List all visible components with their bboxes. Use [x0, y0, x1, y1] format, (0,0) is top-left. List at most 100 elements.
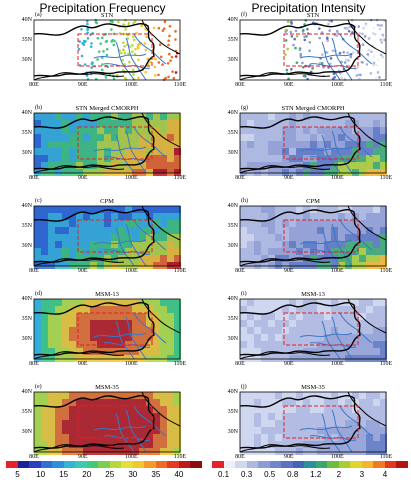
field-cell	[310, 234, 317, 241]
lat-tick-label: 40N	[227, 110, 238, 116]
field-cell	[380, 299, 387, 306]
colorbar-segment	[155, 461, 168, 468]
field-cell	[167, 448, 174, 455]
field-cell	[240, 241, 247, 248]
field-cell	[153, 327, 160, 334]
field-cell	[254, 306, 261, 313]
field-cell	[359, 313, 366, 320]
field-cell	[317, 206, 324, 213]
field-cell	[83, 169, 90, 176]
field-cell	[352, 227, 359, 234]
field-cell	[275, 155, 282, 162]
station-point	[162, 27, 166, 31]
field-cell	[34, 248, 41, 255]
field-cell	[111, 327, 118, 334]
field-cell	[380, 441, 387, 448]
station-point	[372, 26, 376, 30]
field-cell	[125, 420, 132, 427]
station-point	[298, 48, 302, 52]
field-cell	[240, 113, 247, 120]
field-cell	[345, 220, 352, 227]
field-cell	[373, 441, 380, 448]
map-canvas	[33, 18, 181, 81]
field-cell	[317, 141, 324, 148]
panel-title: STN Merged CMORPH	[281, 105, 345, 112]
station-point	[121, 58, 124, 62]
station-point	[308, 49, 311, 53]
station-point	[124, 28, 128, 31]
station-point	[168, 34, 171, 38]
field-cell	[289, 213, 296, 220]
station-point	[140, 24, 143, 28]
field-cell	[345, 327, 352, 334]
field-cell	[359, 234, 366, 241]
field-cell	[104, 213, 111, 220]
field-cell	[48, 148, 55, 155]
field-cell	[254, 120, 261, 127]
field-cell	[268, 334, 275, 341]
field-cell	[268, 406, 275, 413]
field-cell	[90, 327, 97, 334]
field-cell	[174, 227, 181, 234]
field-cell	[373, 141, 380, 148]
field-cell	[268, 148, 275, 155]
field-cell	[345, 448, 352, 455]
southern-boundary	[33, 351, 125, 360]
river-line	[339, 219, 373, 251]
station-point	[82, 39, 86, 43]
field-cell	[338, 441, 345, 448]
field-cell	[48, 262, 55, 269]
field-cell	[373, 434, 380, 441]
field-cell	[153, 113, 160, 120]
field-cell	[139, 127, 146, 134]
field-cell	[310, 227, 317, 234]
field-cell	[247, 134, 254, 141]
field-cell	[261, 120, 268, 127]
field-cell	[34, 127, 41, 134]
field-cell	[125, 169, 132, 176]
field-cell	[34, 427, 41, 434]
field-cell	[118, 299, 125, 306]
station-point	[132, 73, 135, 76]
field-cell	[373, 169, 380, 176]
colorbar-segment	[384, 461, 397, 468]
field-cell	[240, 392, 247, 399]
field-cell	[41, 206, 48, 213]
station-point	[359, 73, 362, 77]
field-cell	[76, 120, 83, 127]
field-cell	[247, 206, 254, 213]
map-panel-a: (a) STN	[33, 12, 181, 81]
field-cell	[153, 234, 160, 241]
field-cell	[62, 148, 69, 155]
field-cell	[247, 341, 254, 348]
field-cell	[111, 127, 118, 134]
study-region-box	[283, 405, 359, 439]
station-point	[357, 25, 361, 28]
field-cell	[359, 248, 366, 255]
field-cell	[254, 241, 261, 248]
field-cell	[76, 299, 83, 306]
field-cell	[34, 155, 41, 162]
coastline	[347, 298, 387, 334]
field-cell	[331, 241, 338, 248]
field-cell	[331, 406, 338, 413]
field-cell	[380, 155, 387, 162]
field-cell	[303, 113, 310, 120]
field-cell	[254, 420, 261, 427]
field-cell	[55, 234, 62, 241]
panel-label: (h)	[241, 198, 248, 204]
field-cell	[359, 162, 366, 169]
field-cell	[373, 234, 380, 241]
field-cell	[247, 155, 254, 162]
field-cell	[97, 241, 104, 248]
field-cell	[160, 141, 167, 148]
field-cell	[359, 427, 366, 434]
field-cell	[261, 234, 268, 241]
field-cell	[132, 169, 139, 176]
river-line	[339, 405, 373, 437]
field-cell	[34, 162, 41, 169]
field-cell	[303, 299, 310, 306]
field-cell	[104, 127, 111, 134]
field-cell	[167, 206, 174, 213]
field-cell	[317, 127, 324, 134]
